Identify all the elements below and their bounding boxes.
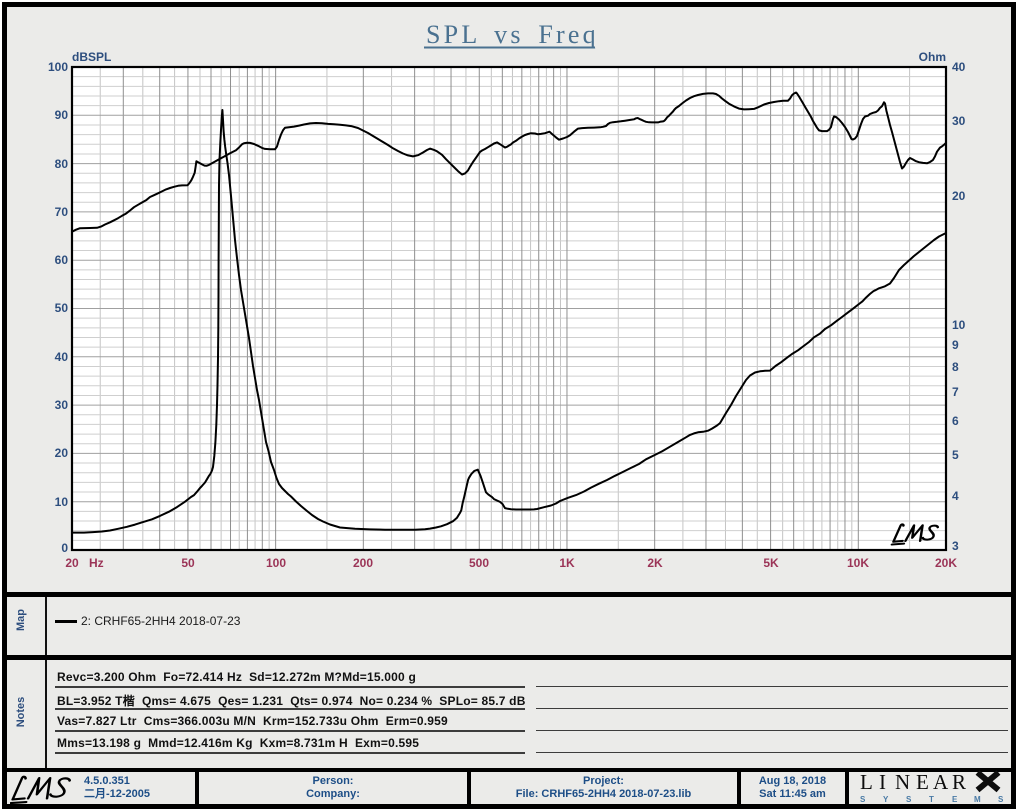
svg-text:5K: 5K	[763, 556, 779, 570]
svg-text:50: 50	[55, 301, 69, 315]
svg-text:500: 500	[469, 556, 489, 570]
svg-text:3: 3	[952, 539, 959, 553]
svg-text:T: T	[929, 795, 934, 804]
svg-text:10K: 10K	[847, 556, 869, 570]
svg-text:80: 80	[55, 157, 69, 171]
svg-text:I: I	[879, 770, 886, 794]
svg-text:Y: Y	[883, 795, 889, 804]
svg-text:S: S	[998, 795, 1004, 804]
svg-text:5: 5	[952, 448, 959, 462]
svg-text:90: 90	[55, 108, 69, 122]
svg-text:A: A	[933, 770, 949, 794]
svg-text:50: 50	[181, 556, 195, 570]
svg-text:E: E	[916, 770, 929, 794]
svg-text:E: E	[952, 795, 958, 804]
svg-text:8: 8	[952, 360, 959, 374]
svg-text:S: S	[906, 795, 912, 804]
svg-text:20: 20	[65, 556, 79, 570]
svg-text:10: 10	[55, 495, 69, 509]
svg-text:40: 40	[952, 60, 966, 74]
svg-text:20: 20	[55, 446, 69, 460]
svg-text:Ohm: Ohm	[919, 50, 946, 64]
svg-text:SPL vs Freq: SPL vs Freq	[426, 20, 599, 49]
svg-text:70: 70	[55, 205, 69, 219]
svg-text:30: 30	[952, 114, 966, 128]
svg-text:20: 20	[952, 189, 966, 203]
svg-text:R: R	[952, 770, 966, 794]
svg-text:7: 7	[952, 385, 959, 399]
svg-text:100: 100	[266, 556, 286, 570]
svg-text:L: L	[860, 770, 873, 794]
svg-text:dBSPL: dBSPL	[72, 50, 111, 64]
svg-text:4: 4	[952, 489, 959, 503]
svg-text:200: 200	[353, 556, 373, 570]
svg-text:60: 60	[55, 253, 69, 267]
svg-text:20K: 20K	[935, 556, 957, 570]
svg-text:2K: 2K	[647, 556, 663, 570]
svg-text:S: S	[860, 795, 866, 804]
svg-text:40: 40	[55, 350, 69, 364]
svg-text:10: 10	[952, 318, 966, 332]
svg-text:30: 30	[55, 398, 69, 412]
svg-text:Hz: Hz	[89, 556, 104, 570]
svg-text:9: 9	[952, 338, 959, 352]
svg-text:M: M	[974, 795, 981, 804]
svg-text:100: 100	[48, 60, 68, 74]
svg-text:1K: 1K	[559, 556, 575, 570]
svg-text:N: N	[895, 770, 910, 794]
svg-text:0: 0	[61, 541, 68, 555]
svg-text:6: 6	[952, 414, 959, 428]
